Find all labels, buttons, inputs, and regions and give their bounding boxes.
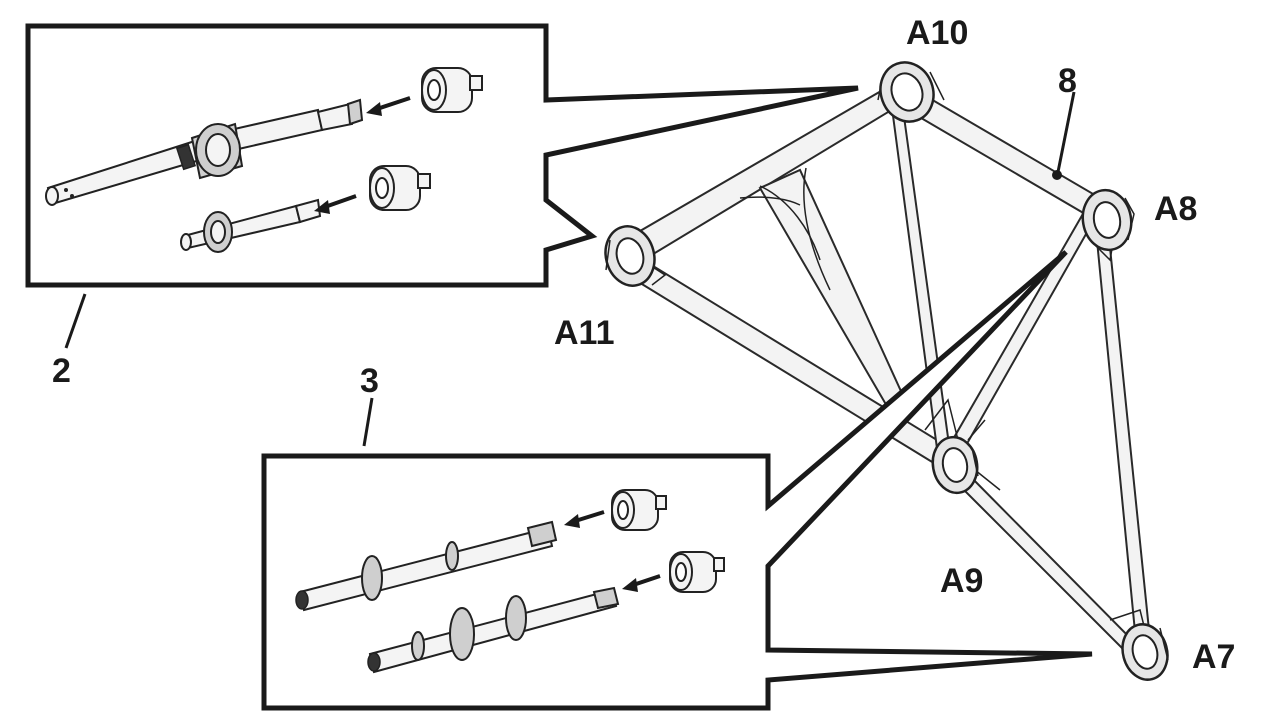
callout-box-3 xyxy=(261,250,1093,711)
node-a11 xyxy=(604,225,656,287)
bearing-upper-3 xyxy=(611,489,667,531)
node-label-a7: A7 xyxy=(1192,638,1235,676)
node-a7 xyxy=(1121,623,1169,681)
upper-shaft-3 xyxy=(295,520,558,612)
arrow-upper-3 xyxy=(564,510,605,528)
bearing-upper-2 xyxy=(421,67,483,113)
callout-label-2: 2 xyxy=(52,352,71,390)
node-label-a11: A11 xyxy=(554,314,615,352)
bearing-lower-2 xyxy=(369,165,431,211)
leader-8-dot xyxy=(1052,170,1062,180)
lower-shaft-3 xyxy=(367,586,620,674)
node-label-a9: A9 xyxy=(940,562,983,600)
node-label-a8: A8 xyxy=(1154,190,1197,228)
callout-box-2 xyxy=(25,23,859,349)
lower-shaft-2 xyxy=(180,198,322,253)
arrow-upper-2 xyxy=(366,96,411,116)
callout-label-3: 3 xyxy=(360,362,379,400)
truss-frame xyxy=(604,61,1169,681)
node-a9 xyxy=(931,435,979,495)
upper-shaft-2 xyxy=(45,98,364,206)
node-label-a10: A10 xyxy=(906,14,968,52)
leader-8 xyxy=(1056,91,1076,173)
node-a8 xyxy=(1081,188,1135,252)
arrow-lower-3 xyxy=(622,574,661,592)
arrow-lower-2 xyxy=(314,194,357,214)
truss-struts xyxy=(626,78,1152,658)
node-a10 xyxy=(877,61,945,123)
bearing-lower-3 xyxy=(669,551,725,593)
callout-label-8: 8 xyxy=(1058,62,1077,100)
